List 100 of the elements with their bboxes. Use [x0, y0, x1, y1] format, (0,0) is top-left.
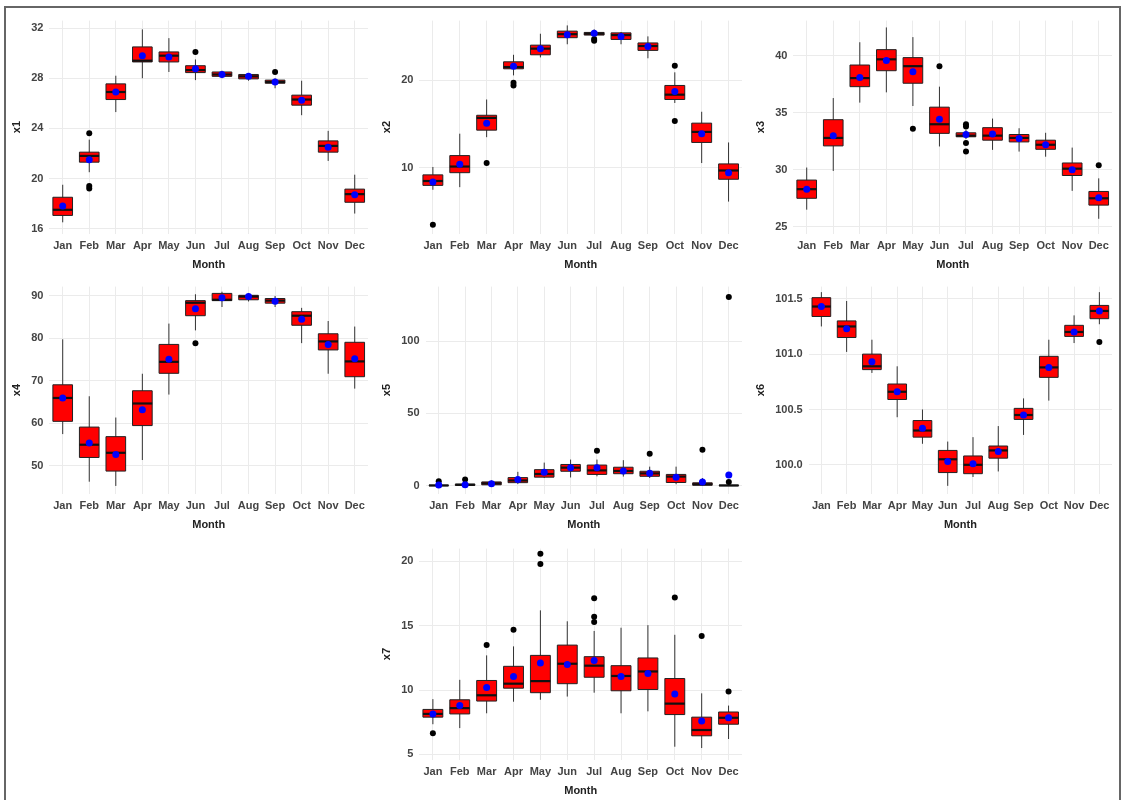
x-tick-label: Nov: [692, 499, 714, 512]
x-tick-label: Feb: [79, 499, 100, 512]
x-tick-label: Aug: [987, 499, 1009, 512]
y-tick-label: 25: [775, 219, 788, 232]
y-tick-label: 10: [401, 683, 414, 696]
y-tick-label: 60: [31, 416, 44, 429]
x-axis-title: Month: [936, 258, 970, 271]
x-tick-label: Oct: [665, 239, 685, 252]
x-tick-label: Jul: [214, 239, 230, 252]
x-tick-label: Oct: [292, 499, 312, 512]
x-tick-label: Nov: [317, 239, 340, 252]
x-tick-label: Dec: [718, 499, 739, 512]
y-tick-label: 101.5: [775, 291, 803, 304]
x-tick-label: Oct: [1039, 499, 1059, 512]
x-tick-label: Jan: [811, 499, 832, 512]
x-tick-label: Apr: [132, 239, 153, 252]
y-tick-label: 90: [31, 288, 44, 301]
x-tick-label: Jan: [797, 239, 817, 252]
x-tick-label: Sep: [637, 765, 659, 778]
y-axis-title: x6: [753, 383, 766, 397]
y-tick-label: 20: [401, 554, 414, 567]
x-tick-label: Apr: [876, 239, 897, 252]
x-tick-label: Aug: [981, 239, 1004, 252]
x-tick-label: May: [529, 239, 552, 252]
x-axis-title: Month: [564, 784, 598, 797]
x-tick-label: Dec: [1088, 239, 1109, 252]
x-tick-label: May: [902, 239, 925, 252]
y-axis-title: x4: [9, 383, 22, 397]
x-tick-label: Jul: [958, 239, 974, 252]
y-tick-label: 10: [401, 160, 414, 173]
y-axis-title: x2: [379, 120, 392, 134]
x-tick-label: Dec: [718, 765, 739, 778]
x-tick-label: Jun: [937, 499, 958, 512]
y-tick-label: 50: [31, 459, 44, 471]
y-tick-label: 70: [31, 373, 44, 386]
x-tick-label: Feb: [836, 499, 857, 512]
x-tick-label: Nov: [317, 499, 340, 512]
x-tick-label: May: [158, 239, 181, 252]
x-tick-label: Apr: [508, 499, 529, 512]
y-tick-label: 32: [31, 21, 44, 34]
x-tick-label: Sep: [637, 239, 659, 252]
x-tick-label: Jul: [965, 499, 981, 512]
x-tick-label: Dec: [344, 239, 365, 252]
y-axis-title: x5: [379, 383, 392, 397]
x-tick-label: May: [533, 499, 556, 512]
x-tick-label: Sep: [264, 499, 286, 512]
y-tick-label: 20: [31, 171, 44, 184]
y-tick-label: 16: [31, 221, 44, 234]
x-tick-label: Feb: [455, 499, 476, 512]
x-tick-label: Nov: [1061, 239, 1084, 252]
x-tick-label: Jun: [929, 239, 950, 252]
y-tick-label: 15: [401, 618, 414, 631]
x-tick-label: Aug: [237, 239, 260, 252]
x-axis-title: Month: [192, 518, 226, 531]
x-tick-label: Nov: [691, 239, 713, 252]
x-tick-label: Mar: [106, 499, 127, 512]
x-tick-label: May: [529, 765, 552, 778]
y-tick-label: 80: [31, 331, 44, 344]
x-tick-label: Jun: [557, 765, 578, 778]
x-axis-title: Month: [564, 258, 598, 271]
x-tick-label: Dec: [1089, 499, 1110, 512]
x-tick-label: Dec: [344, 499, 365, 512]
x-tick-label: Sep: [1013, 499, 1034, 512]
y-tick-label: 30: [775, 162, 788, 175]
x-tick-label: Aug: [610, 765, 632, 778]
y-tick-label: 28: [31, 71, 44, 84]
x-tick-label: Jun: [557, 239, 578, 252]
x-tick-label: Jul: [214, 499, 230, 512]
y-tick-label: 100.0: [775, 457, 803, 470]
y-tick-label: 50: [407, 406, 420, 419]
x-tick-label: Jan: [423, 765, 443, 778]
x-tick-label: Mar: [862, 499, 883, 512]
y-tick-label: 100.5: [775, 402, 803, 415]
x-tick-label: Sep: [1008, 239, 1030, 252]
y-tick-label: 101.0: [775, 347, 803, 360]
x-tick-label: Jul: [586, 239, 603, 252]
y-tick-label: 24: [31, 121, 45, 134]
x-tick-label: Jan: [53, 239, 73, 252]
x-tick-label: Sep: [639, 499, 661, 512]
x-tick-label: Apr: [504, 765, 524, 778]
x-tick-label: Jun: [185, 239, 206, 252]
x-tick-label: Aug: [237, 499, 260, 512]
x-tick-label: Aug: [612, 499, 635, 512]
x-tick-label: Aug: [610, 239, 632, 252]
x-tick-label: Mar: [476, 765, 498, 778]
x-tick-label: Oct: [665, 765, 685, 778]
x-tick-label: Jun: [560, 499, 581, 512]
y-tick-label: 20: [401, 73, 414, 86]
x-tick-label: Apr: [887, 499, 908, 512]
y-axis-title: x3: [753, 120, 766, 134]
y-tick-label: 100: [401, 334, 420, 347]
x-tick-label: Feb: [823, 239, 844, 252]
x-tick-label: Oct: [292, 239, 312, 252]
x-tick-label: Mar: [481, 499, 502, 512]
x-tick-label: Feb: [79, 239, 100, 252]
y-axis-title: x7: [379, 647, 392, 661]
x-tick-label: Apr: [132, 499, 153, 512]
x-tick-label: Jun: [185, 499, 206, 512]
x-tick-label: Jul: [586, 765, 603, 778]
x-tick-label: Sep: [264, 239, 286, 252]
